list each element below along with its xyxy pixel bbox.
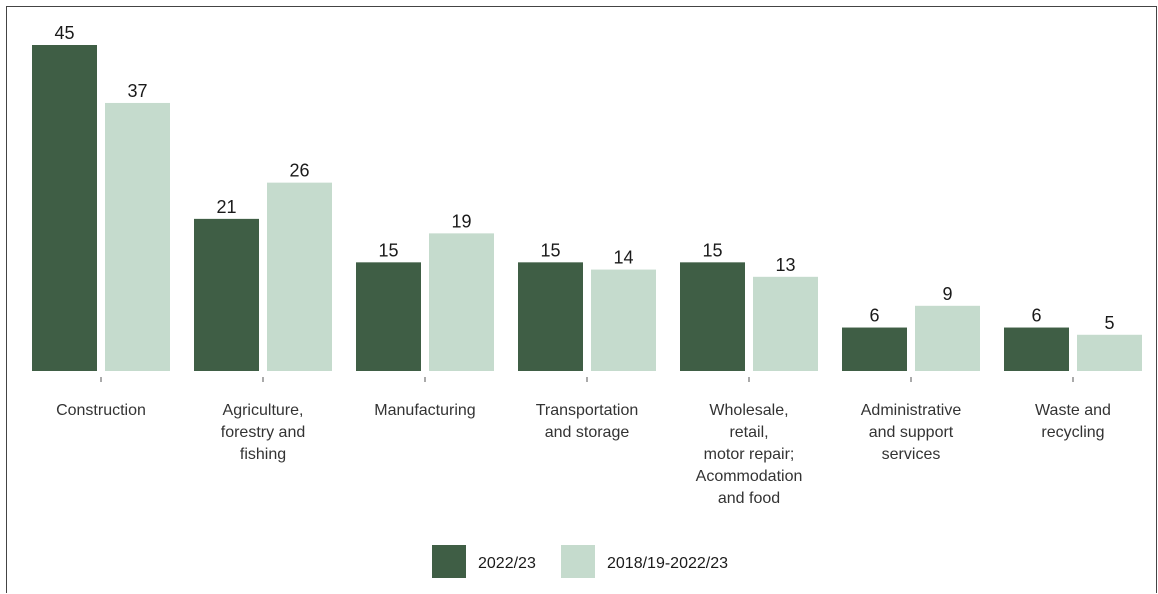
x-ticks-group	[100, 377, 1074, 382]
value-label: 9	[942, 284, 952, 304]
category-label: and food	[718, 490, 780, 507]
bar-average-0	[105, 102, 170, 371]
value-label: 15	[540, 240, 560, 260]
bar-average-6	[1077, 334, 1142, 371]
category-label: recycling	[1041, 424, 1104, 441]
category-label: Construction	[56, 402, 146, 419]
value-label: 15	[702, 240, 722, 260]
bar-current-1	[194, 218, 259, 371]
category-label: fishing	[240, 446, 286, 463]
bar-current-5	[842, 327, 907, 371]
value-label: 5	[1104, 313, 1114, 333]
category-label: Waste and	[1035, 402, 1111, 419]
value-label: 45	[54, 23, 74, 43]
bar-average-5	[915, 305, 980, 371]
bar-current-4	[680, 262, 745, 371]
legend: 2022/23 2018/19-2022/23	[432, 545, 728, 578]
legend-label: 2022/23	[478, 555, 536, 572]
category-label: Agriculture,	[223, 402, 304, 419]
category-label: motor repair;	[704, 446, 795, 463]
category-label: Wholesale,	[709, 402, 788, 419]
category-label: and storage	[545, 424, 630, 441]
bar-current-2	[356, 262, 421, 371]
value-label: 6	[1031, 306, 1041, 326]
bar-average-2	[429, 233, 494, 371]
category-labels-group: Construction Agriculture, forestry and fish…	[56, 402, 1111, 507]
value-label: 19	[451, 211, 471, 231]
legend-swatch	[432, 545, 466, 578]
bar-average-1	[267, 182, 332, 371]
category-label: and support	[869, 424, 954, 441]
value-label: 37	[127, 81, 147, 101]
bar-current-0	[32, 45, 97, 371]
bar-current-3	[518, 262, 583, 371]
category-label: Transportation	[536, 402, 639, 419]
bars-group	[32, 45, 1142, 371]
bar-average-3	[591, 269, 656, 371]
chart-frame	[6, 6, 1157, 593]
category-label: retail,	[729, 424, 768, 441]
category-label: services	[882, 446, 941, 463]
bar-current-6	[1004, 327, 1069, 371]
value-label: 26	[289, 161, 309, 181]
bar-average-4	[753, 276, 818, 371]
value-label: 15	[378, 240, 398, 260]
category-label: Acommodation	[696, 468, 803, 485]
category-label: forestry and	[221, 424, 305, 441]
legend-label: 2018/19-2022/23	[607, 555, 728, 572]
value-label: 6	[869, 306, 879, 326]
category-label: Manufacturing	[374, 402, 475, 419]
legend-swatch	[561, 545, 595, 578]
value-label: 14	[613, 248, 633, 268]
value-labels-group: 45 37 21 26 15 19 15 14 15 13 6 9 6 5	[54, 23, 1114, 333]
category-label: Administrative	[861, 402, 962, 419]
value-label: 21	[216, 197, 236, 217]
value-label: 13	[775, 255, 795, 275]
